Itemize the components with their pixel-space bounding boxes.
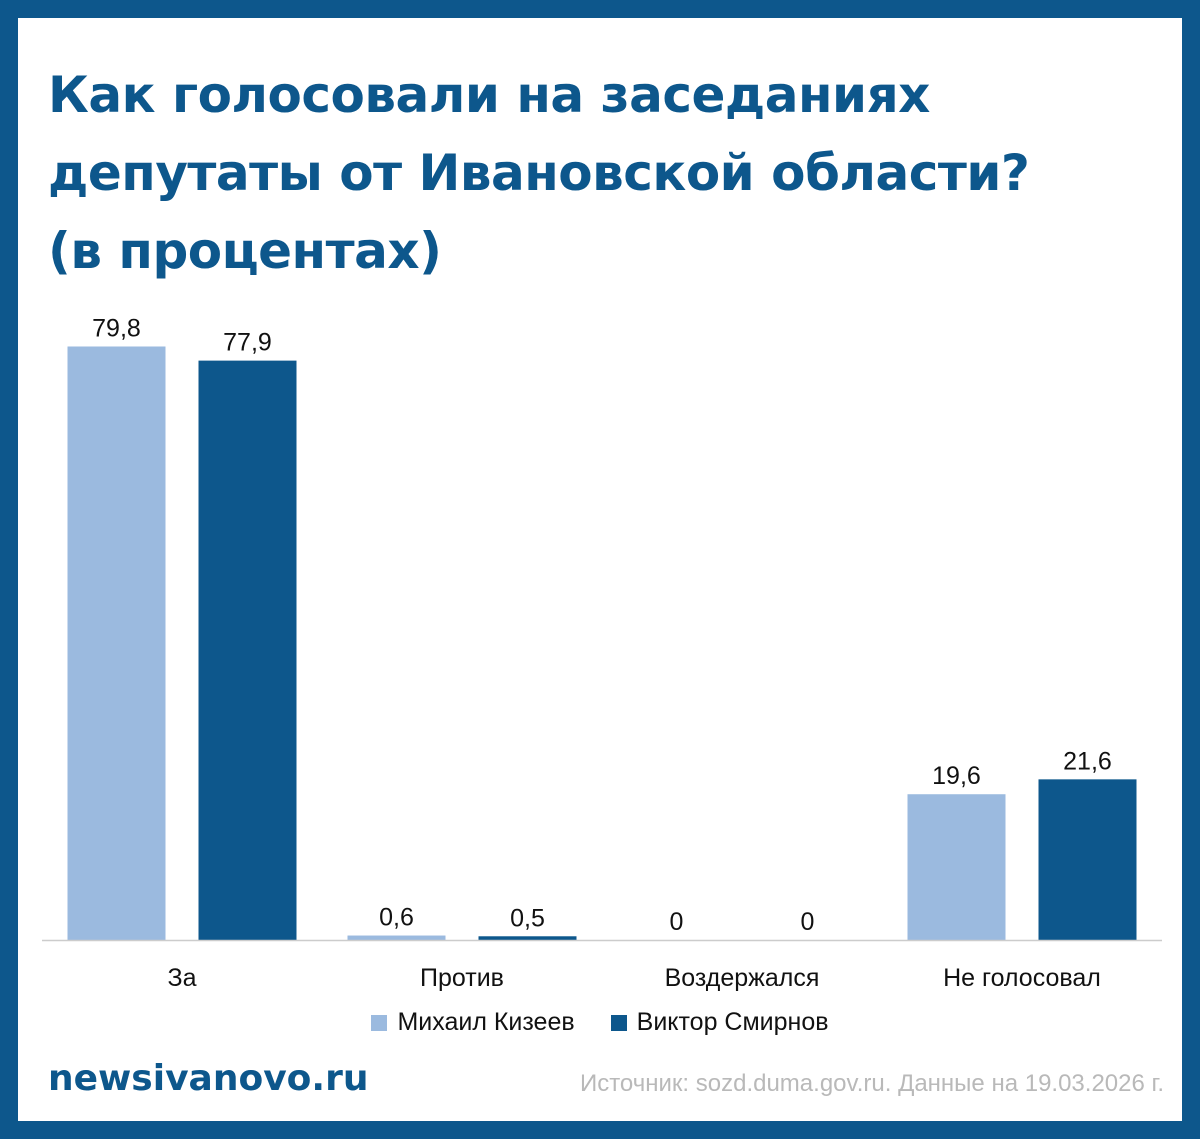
legend-item-series-1: Михаил Кизеев xyxy=(371,1008,575,1037)
data-label-2-3: 0 xyxy=(801,908,815,936)
legend-label-series-2: Виктор Смирнов xyxy=(636,1008,829,1036)
data-label-2-1: 77,9 xyxy=(223,329,272,357)
bar-2-4 xyxy=(1038,779,1137,940)
data-label-1-2: 0,6 xyxy=(379,904,414,932)
x-tick-label-4: Не голосовал xyxy=(943,964,1101,992)
bar-chart: 79,8 77,9 За 0,6 0,5 Против 0 0 Воздержался 19,6 2… xyxy=(42,314,1162,992)
legend-item-series-2: Виктор Смирнов xyxy=(610,1008,829,1037)
title-line-3: (в процентах) xyxy=(48,222,442,280)
title-line-2: депутаты от Ивановской области? xyxy=(48,144,1030,202)
data-label-2-4: 21,6 xyxy=(1063,747,1112,775)
chart-title: Как голосовали на заседаниях депутаты от… xyxy=(48,56,1158,290)
brand-logo-text[interactable]: newsivanovo.ru xyxy=(48,1058,369,1099)
data-label-2-2: 0,5 xyxy=(510,904,545,932)
x-tick-label-2: Против xyxy=(420,964,504,992)
bar-1-2 xyxy=(347,935,446,940)
bar-2-1 xyxy=(198,360,297,940)
bar-2-2 xyxy=(478,936,577,940)
data-label-1-3: 0 xyxy=(670,908,684,936)
data-label-1-1: 79,8 xyxy=(92,314,141,342)
bar-1-4 xyxy=(907,794,1006,940)
x-tick-label-3: Воздержался xyxy=(665,964,820,992)
legend-swatch-series-2 xyxy=(610,1014,627,1031)
chart-card: Как голосовали на заседаниях депутаты от… xyxy=(18,18,1182,1121)
legend-swatch-series-1 xyxy=(371,1014,388,1031)
data-label-1-4: 19,6 xyxy=(932,762,981,790)
title-line-1: Как голосовали на заседаниях xyxy=(48,66,930,124)
x-tick-label-1: За xyxy=(167,964,196,992)
source-note: Источник: sozd.duma.gov.ru. Данные на 19… xyxy=(579,1070,1164,1097)
legend: Михаил Кизеев Виктор Смирнов xyxy=(18,1008,1182,1037)
bar-1-1 xyxy=(67,346,166,940)
legend-label-series-1: Михаил Кизеев xyxy=(397,1008,575,1036)
